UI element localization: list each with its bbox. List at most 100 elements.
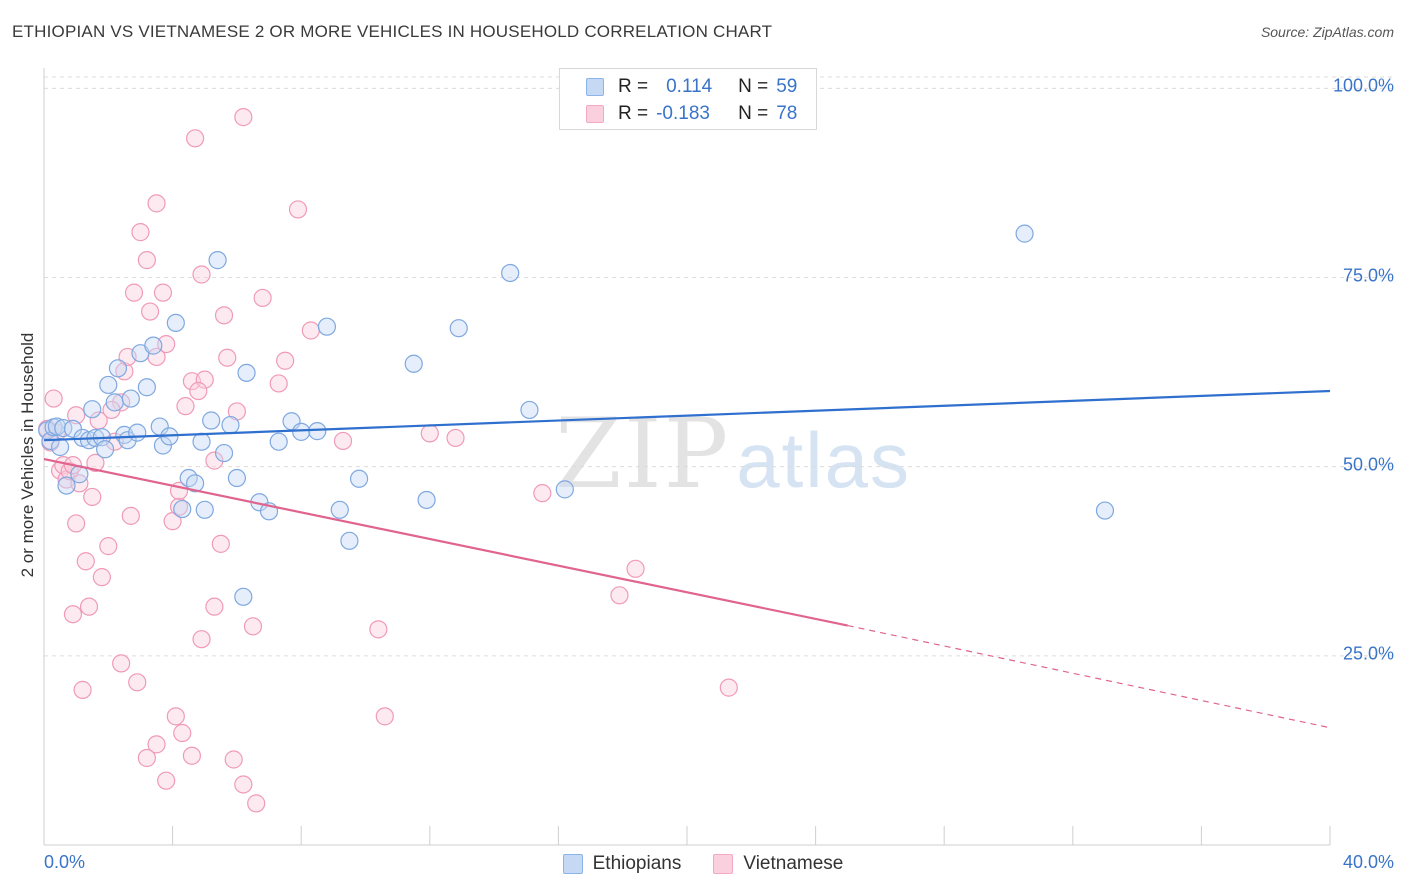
- vietnamese-point: [147, 735, 166, 754]
- vietnamese-point: [218, 348, 237, 367]
- vietnamese-point: [234, 108, 253, 127]
- ethiopians-point: [195, 500, 214, 519]
- vietnamese-point: [186, 129, 205, 148]
- vietnamese-point: [192, 265, 211, 284]
- vietnamese-point: [83, 487, 102, 507]
- ethiopians-point: [57, 476, 76, 495]
- y-axis-label: 2 or more Vehicles in Household: [18, 332, 37, 578]
- ethiopians-point: [227, 468, 246, 488]
- vietnamese-point: [446, 428, 465, 448]
- vietnamese-point: [124, 283, 144, 302]
- ethiopians-point: [330, 500, 349, 519]
- ethiopians-point: [404, 354, 423, 373]
- r-label: R =: [618, 103, 649, 124]
- chart-title: ETHIOPIAN VS VIETNAMESE 2 OR MORE VEHICL…: [12, 22, 773, 41]
- y-tick-label: 25.0%: [1342, 643, 1394, 664]
- vietnamese-point: [67, 514, 86, 533]
- vietnamese-point: [79, 597, 99, 616]
- vietnamese-point: [234, 775, 253, 794]
- ethiopians-point: [173, 499, 192, 519]
- vietnamese-point: [369, 620, 388, 639]
- vietnamese-point: [67, 406, 86, 425]
- x-tick-min: 0.0%: [44, 852, 86, 872]
- ethiopians-point: [99, 375, 118, 395]
- ethiopians-point: [449, 319, 468, 338]
- vietnamese-point: [375, 707, 394, 726]
- vietnamese-swatch: [713, 854, 734, 874]
- ethiopians-point: [192, 432, 211, 451]
- ethiopians-point: [202, 411, 221, 430]
- vietnamese-point: [626, 559, 645, 578]
- vietnamese-point: [140, 302, 160, 321]
- ethiopians-point: [137, 378, 156, 397]
- vietnamese-point: [301, 321, 320, 340]
- vietnamese-point: [121, 506, 140, 525]
- vietnamese-point: [131, 223, 150, 242]
- vietnamese-trend-extension: [847, 624, 1331, 729]
- vietnamese-point: [73, 680, 92, 699]
- vietnamese-point: [92, 568, 111, 587]
- vietnamese-point: [44, 389, 63, 408]
- y-tick-label: 50.0%: [1342, 454, 1394, 475]
- vietnamese-point: [276, 351, 295, 370]
- vietnamese-point: [224, 750, 243, 769]
- vietnamese-point: [420, 424, 439, 443]
- vietnamese-point: [153, 283, 173, 302]
- ethiopians-point: [50, 437, 70, 457]
- ethiopians-point: [166, 313, 185, 333]
- ethiopians-point: [63, 419, 83, 438]
- n-label: N =: [738, 76, 769, 97]
- ethiopians-point: [208, 251, 227, 270]
- vietnamese-point: [205, 451, 224, 470]
- vietnamese-point: [214, 306, 234, 325]
- legend-label-vietnamese: Vietnamese: [743, 853, 844, 874]
- vietnamese-point: [247, 794, 266, 813]
- vietnamese-point: [99, 537, 118, 556]
- vietnamese-point: [189, 381, 208, 401]
- ethiopians-point: [105, 393, 124, 412]
- ethiopians-points: [38, 224, 1115, 606]
- vietnamese-point: [211, 534, 230, 553]
- ethiopians-point: [555, 480, 574, 499]
- vietnamese-point: [205, 597, 224, 616]
- ethiopians-point: [221, 415, 240, 435]
- vietnamese-point: [243, 617, 263, 636]
- ethiopians-point: [47, 417, 66, 436]
- vietnamese-trend-line: [43, 458, 848, 627]
- vietnamese-point: [288, 200, 308, 219]
- ethiopians-point: [501, 263, 520, 283]
- ethiopians-point: [95, 440, 115, 459]
- vietnamese-point: [76, 552, 95, 571]
- legend-item-vietnamese[interactable]: Vietnamese: [713, 853, 843, 875]
- ethiopians-point: [121, 389, 140, 408]
- legend-label-ethiopians: Ethiopians: [592, 853, 682, 874]
- n-value: 78: [776, 103, 798, 124]
- legend-item-ethiopians[interactable]: Ethiopians: [562, 853, 682, 875]
- ethiopians-point: [153, 436, 173, 455]
- ethiopians-point: [269, 432, 288, 451]
- r-label: R =: [618, 76, 649, 97]
- ethiopians-point: [520, 400, 539, 420]
- legend-row-ethiopians: R = 0.114 N = 59: [586, 74, 797, 100]
- x-tick-max: 40.0%: [1342, 852, 1394, 872]
- vietnamese-point: [137, 748, 156, 768]
- ethiopians-point: [292, 422, 311, 441]
- vietnamese-points: [38, 108, 738, 813]
- r-value: 0.114: [666, 76, 713, 97]
- ethiopians-point: [237, 363, 256, 382]
- ethiopians-point: [186, 474, 205, 493]
- vietnamese-point: [719, 678, 738, 697]
- ethiopians-point: [108, 359, 128, 378]
- vietnamese-point: [169, 497, 189, 516]
- ethiopians-point: [417, 490, 436, 510]
- n-label: N =: [738, 103, 769, 124]
- source-attribution: Source: ZipAtlas.com: [1260, 24, 1394, 40]
- vietnamese-point: [137, 251, 156, 270]
- correlation-legend: R = 0.114 N = 59 R = -0.183 N = 78: [559, 68, 817, 130]
- vietnamese-point: [173, 723, 192, 743]
- vietnamese-point: [63, 605, 83, 624]
- ethiopians-point: [1095, 501, 1115, 520]
- vietnamese-point: [610, 586, 629, 605]
- vietnamese-point: [147, 194, 166, 213]
